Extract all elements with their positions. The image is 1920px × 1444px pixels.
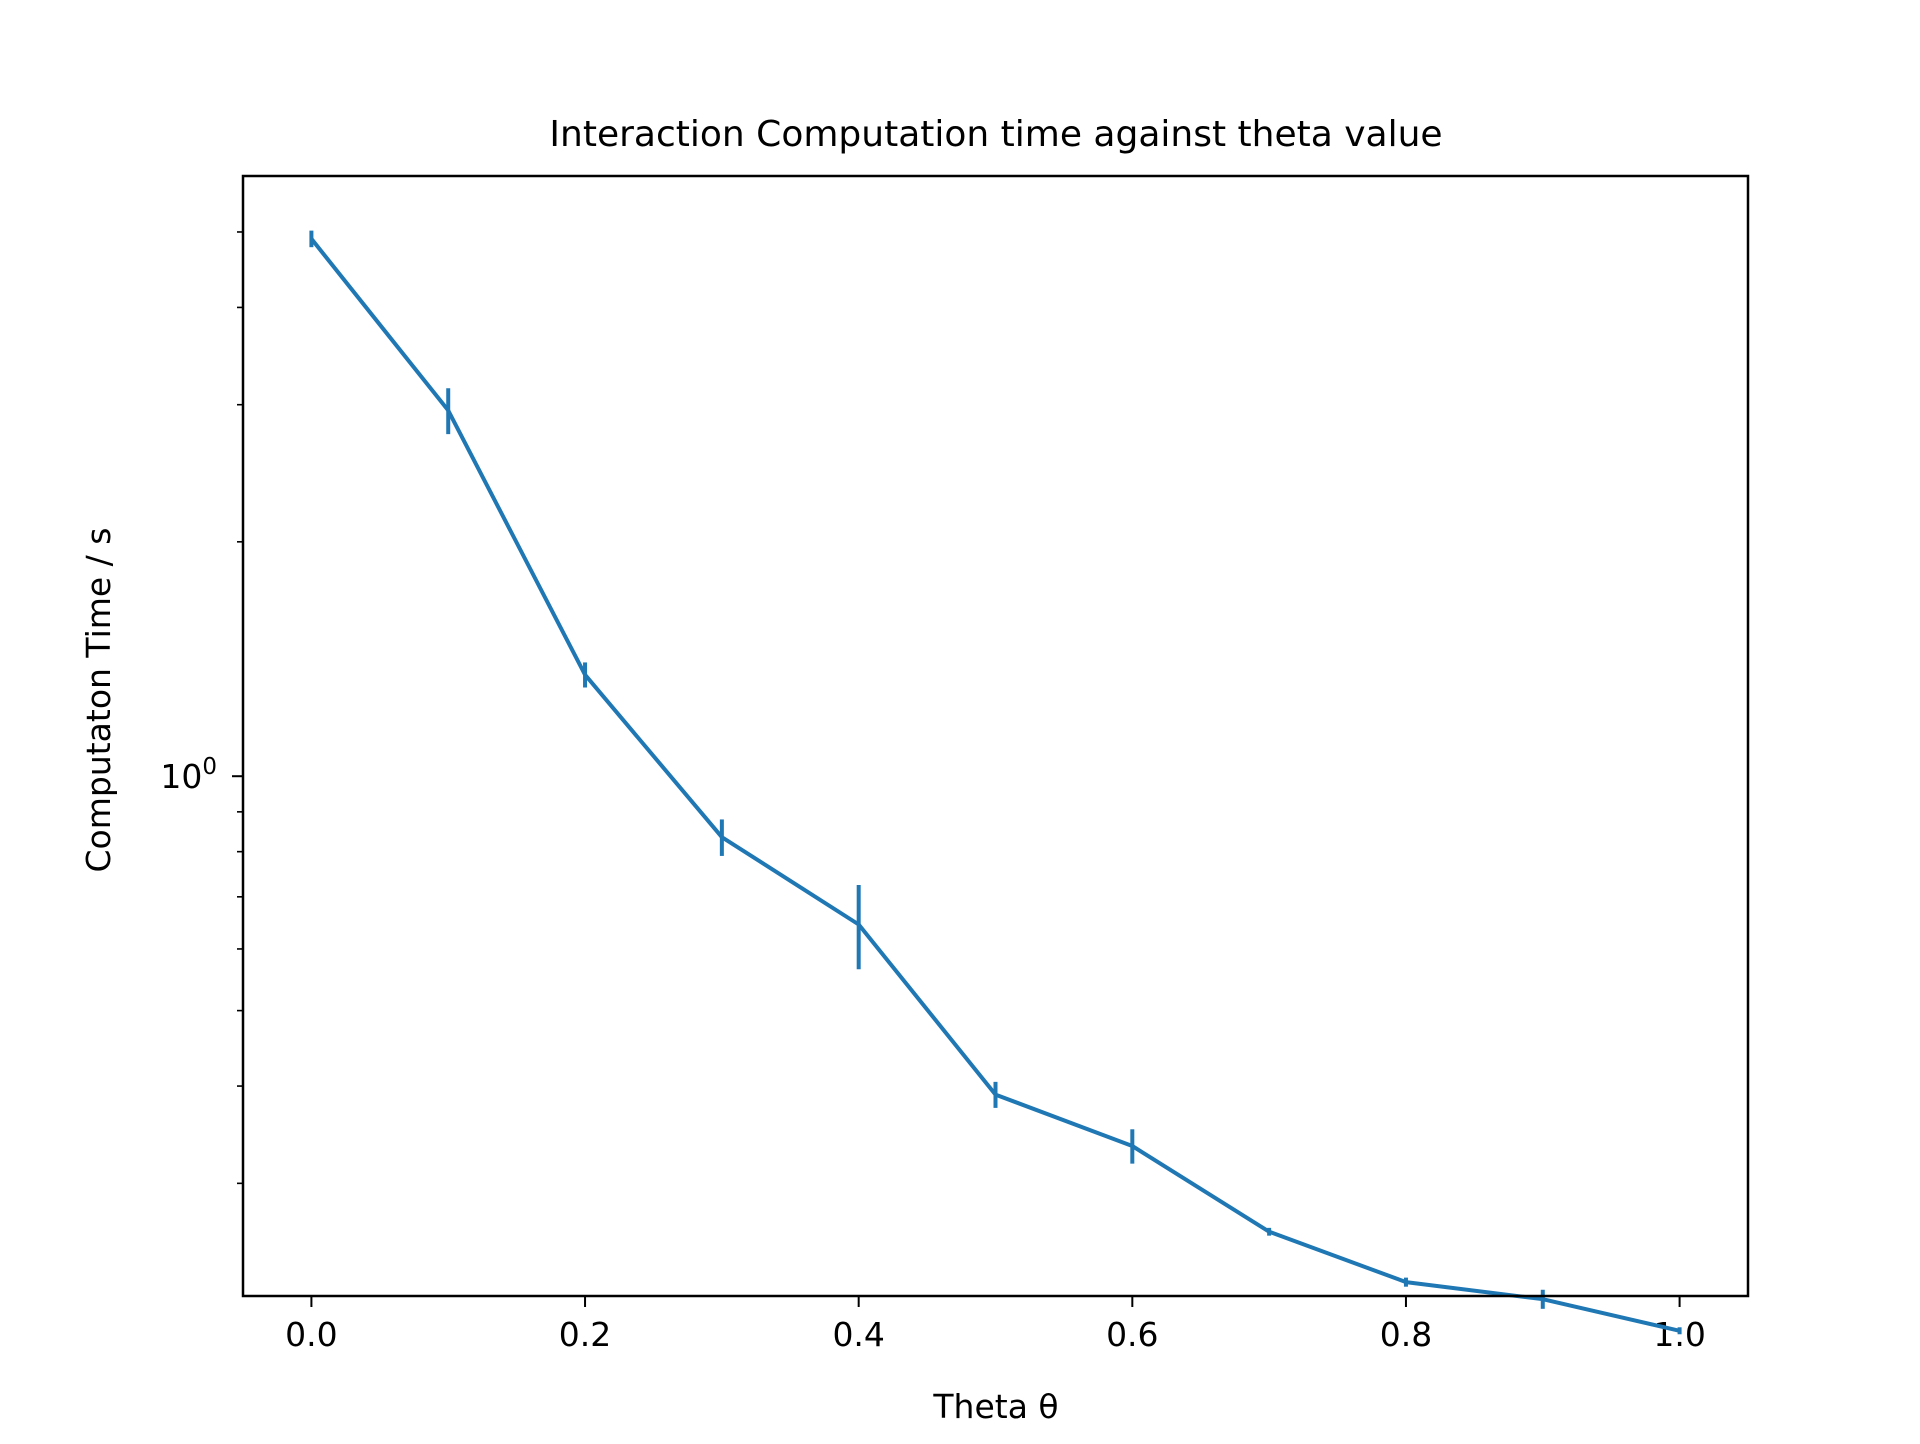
plot-frame [241, 174, 1750, 1298]
y-tick-label: 100 [160, 754, 217, 796]
y-tick-label-base: 10 [160, 757, 202, 796]
x-tick-label: 0.0 [285, 1315, 337, 1354]
plot-layer [309, 230, 1682, 1335]
y-tick-label-exponent: 0 [202, 754, 217, 780]
x-tick-label: 0.2 [559, 1315, 611, 1354]
x-tick-label: 0.4 [832, 1315, 884, 1354]
x-tick-label: 1.0 [1653, 1315, 1705, 1354]
chart-title: Interaction Computation time against the… [549, 114, 1442, 155]
y-axis-label: Computaton Time / s [79, 528, 118, 873]
x-tick-label: 0.8 [1380, 1315, 1432, 1354]
x-axis-label: Theta θ [932, 1387, 1058, 1426]
x-tick-label: 0.6 [1106, 1315, 1158, 1354]
axes-layer: 0.0 0.2 0.4 0.6 0.8 1.0 100 [160, 231, 1706, 1354]
